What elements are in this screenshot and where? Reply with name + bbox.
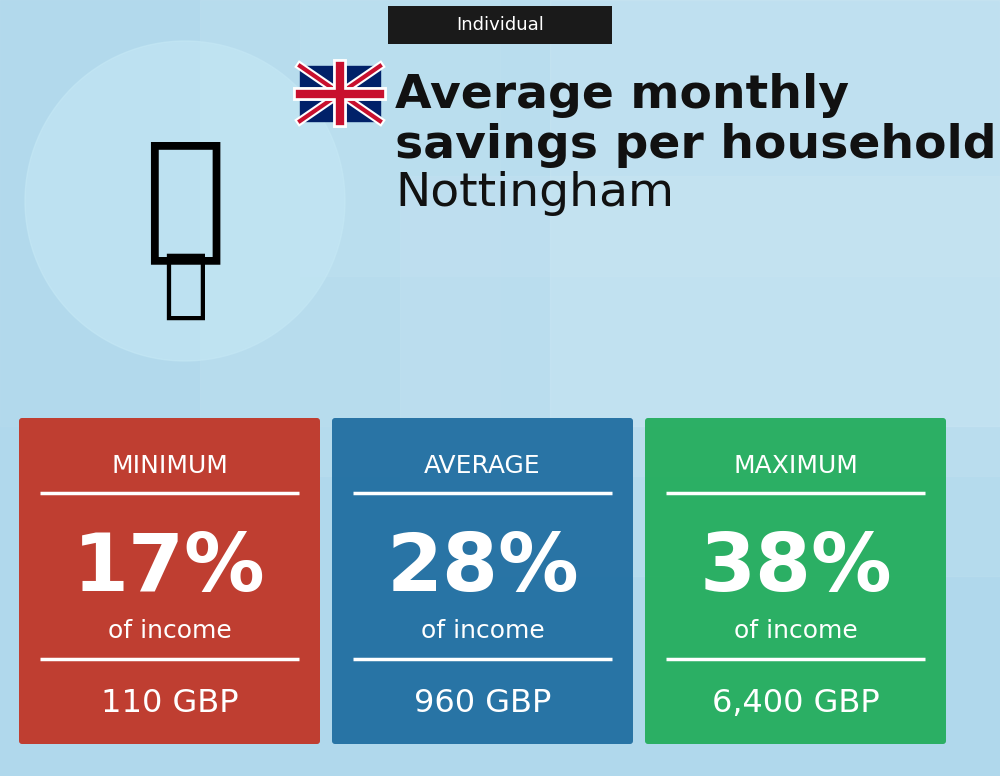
Text: Individual: Individual xyxy=(456,16,544,34)
Bar xyxy=(300,0,1000,276)
Bar xyxy=(300,66,380,121)
Text: of income: of income xyxy=(734,619,857,643)
Text: savings per household in: savings per household in xyxy=(395,123,1000,168)
Bar xyxy=(550,0,1000,426)
Text: MAXIMUM: MAXIMUM xyxy=(733,454,858,478)
Text: 38%: 38% xyxy=(699,530,892,608)
Text: 960 GBP: 960 GBP xyxy=(414,688,551,719)
Text: 110 GBP: 110 GBP xyxy=(101,688,238,719)
Bar xyxy=(0,0,500,426)
FancyBboxPatch shape xyxy=(19,418,320,744)
Circle shape xyxy=(25,41,345,361)
Text: of income: of income xyxy=(421,619,544,643)
Text: 🪙: 🪙 xyxy=(162,249,208,323)
FancyBboxPatch shape xyxy=(388,6,612,44)
Text: MINIMUM: MINIMUM xyxy=(111,454,228,478)
Text: 🌱: 🌱 xyxy=(143,133,227,268)
Text: Average monthly: Average monthly xyxy=(395,74,849,119)
FancyBboxPatch shape xyxy=(645,418,946,744)
Text: 28%: 28% xyxy=(386,530,579,608)
Text: 17%: 17% xyxy=(73,530,266,608)
Text: of income: of income xyxy=(108,619,231,643)
Bar xyxy=(400,176,1000,576)
Text: Nottingham: Nottingham xyxy=(395,171,674,217)
Bar xyxy=(200,0,1000,476)
Text: AVERAGE: AVERAGE xyxy=(424,454,541,478)
FancyBboxPatch shape xyxy=(332,418,633,744)
Text: 6,400 GBP: 6,400 GBP xyxy=(712,688,879,719)
